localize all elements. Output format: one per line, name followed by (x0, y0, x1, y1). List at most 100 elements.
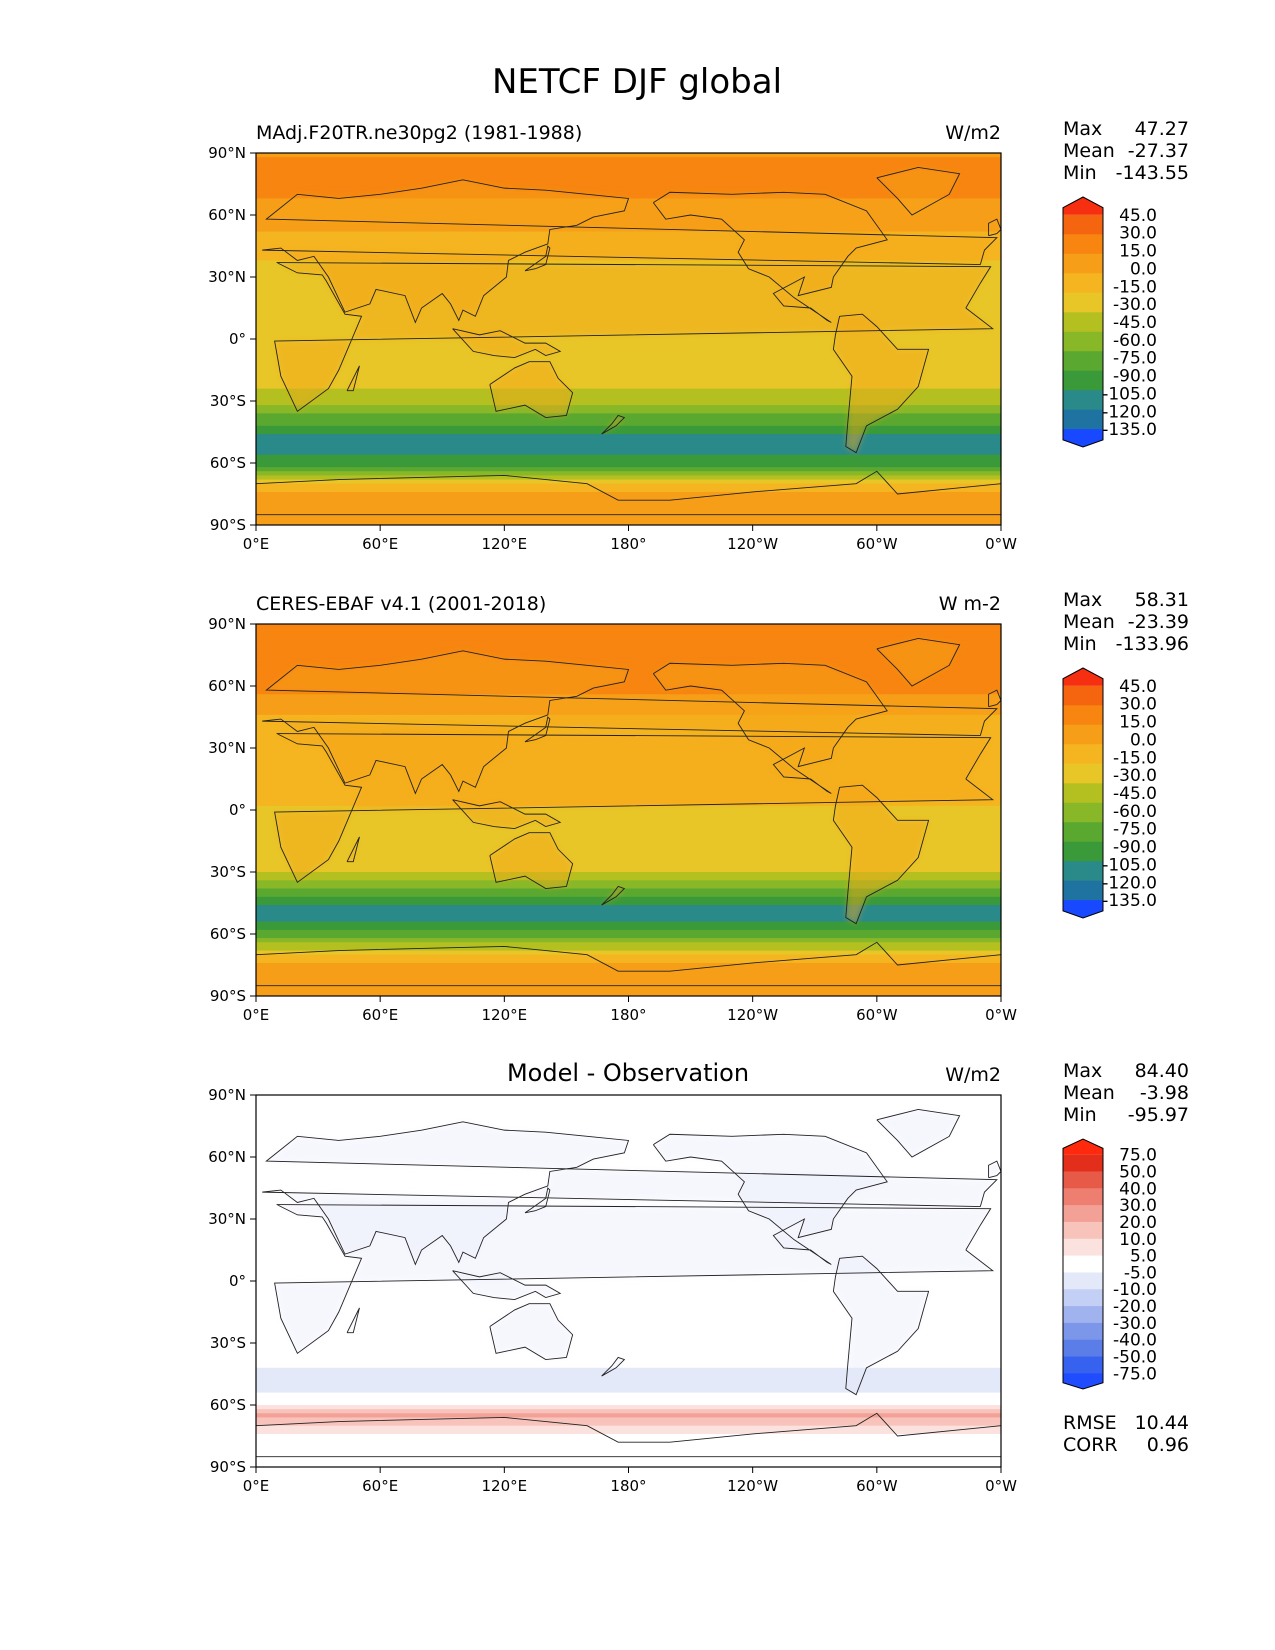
colorbar-tick-label: -60.0 (1113, 331, 1157, 351)
coastline-uk (988, 1160, 1001, 1179)
zonal-band (256, 454, 1001, 460)
land-field (601, 415, 625, 435)
zonal-band (256, 1392, 1001, 1398)
coastline-indonesia (452, 328, 562, 359)
zonal-band (256, 1132, 1001, 1137)
colorbar-segment (1063, 1255, 1103, 1273)
zonal-band (256, 1136, 1001, 1142)
land-field (653, 663, 888, 794)
zonal-band (256, 1367, 1001, 1373)
map-axes: 90°N 60°N 30°N 0° 30°S 60°S 90°S0°E 60°E 120°E 18… (208, 1086, 1017, 1495)
zonal-band (256, 153, 1001, 158)
colorbar-outline (1062, 1138, 1104, 1390)
zonal-band (256, 1380, 1001, 1385)
lon-tick-label: 60°E (362, 1477, 398, 1495)
metric-value: 0.96 (1147, 1434, 1189, 1456)
colorbar-tick-label: 5.0 (1130, 1247, 1157, 1267)
land-field (601, 886, 625, 906)
land-field (452, 799, 561, 829)
coastline-australia (489, 361, 574, 418)
zonal-band (256, 417, 1001, 423)
colorbar-tick-label: 45.0 (1119, 677, 1157, 697)
zonal-band (256, 1429, 1001, 1435)
colorbar-tick-label: -60.0 (1113, 802, 1157, 822)
land-field (489, 832, 573, 889)
colorbar-tick-label: -75.0 (1113, 349, 1157, 369)
lat-tick-label: 60°N (208, 206, 246, 224)
colorbar-tick-label: -75.0 (1113, 1364, 1157, 1384)
zonal-band (256, 925, 1001, 931)
zonal-band (256, 669, 1001, 675)
zonal-band (256, 186, 1001, 191)
zonal-band (256, 1417, 1001, 1423)
colorbar-tick-label: 50.0 (1119, 1162, 1157, 1182)
stat-label: Mean (1063, 611, 1115, 633)
colorbar-tick-label: -10.0 (1113, 1280, 1157, 1300)
zonal-band (256, 690, 1001, 695)
zonal-band (256, 1128, 1001, 1133)
colorbar-tick-label: -15.0 (1113, 277, 1157, 297)
zonal-band (256, 677, 1001, 683)
colorbar-segment (1063, 253, 1103, 274)
colorbar-tick-label: -40.0 (1113, 1331, 1157, 1351)
zonal-band (256, 1334, 1001, 1340)
zonal-band (256, 516, 1001, 522)
zonal-band (256, 1446, 1001, 1452)
zonal-band (256, 967, 1001, 972)
zonal-band (256, 818, 1001, 823)
lon-tick-label: 120°E (482, 1006, 528, 1024)
colorbar-tick-label: -90.0 (1113, 838, 1157, 858)
colorbar-segment (1063, 802, 1103, 823)
zonal-band (256, 161, 1001, 166)
colorbar-segment (1063, 724, 1103, 745)
colorbar-segment (1063, 744, 1103, 765)
coastline-samerica (832, 784, 930, 925)
zonal-band (256, 884, 1001, 890)
zonal-band (256, 504, 1001, 510)
lat-tick-label: 60°N (208, 677, 246, 695)
colorbar-outline (1062, 667, 1104, 919)
zonal-band (256, 905, 1001, 910)
zonal-band (256, 727, 1001, 733)
zonal-band (256, 384, 1001, 390)
zonal-band (256, 1458, 1001, 1464)
zonal-band (256, 487, 1001, 493)
colorbar-tick-label: 0.0 (1130, 730, 1157, 750)
zonal-band (256, 483, 1001, 489)
lat-tick-label: 90°S (210, 1458, 246, 1476)
colorbar-tick-label: 15.0 (1119, 242, 1157, 262)
colorbar-tick-label: -120.0 (1102, 873, 1157, 893)
lat-tick-label: 0° (229, 1272, 246, 1290)
zonal-band (256, 958, 1001, 964)
coastline-eurasia (262, 650, 998, 795)
lon-tick-label: 0°E (243, 535, 270, 553)
colorbar-segment (1063, 705, 1103, 726)
panel-model: MAdj.F20TR.ne30pg2 (1981-1988) W/m2 90°N… (208, 122, 1017, 553)
zonal-band (256, 355, 1001, 361)
stat-label: Mean (1063, 140, 1115, 162)
colorbar-segment (1063, 1221, 1103, 1240)
coastline-madagascar (346, 365, 360, 392)
zonal-band (256, 223, 1001, 228)
coastline-africa (274, 262, 995, 413)
zonal-band (256, 401, 1001, 406)
zonal-band (256, 1355, 1001, 1361)
zonal-band (256, 194, 1001, 200)
colorbar-tick-label: -105.0 (1102, 855, 1157, 875)
zonal-band (256, 1314, 1001, 1319)
zonal-band (256, 1421, 1001, 1427)
zonal-band (256, 834, 1001, 840)
coastline-nz (601, 885, 626, 906)
colorbar-segment (1063, 685, 1103, 706)
zonal-band (256, 942, 1001, 947)
coastline-africa (274, 733, 995, 884)
colorbar-outline (1062, 196, 1104, 448)
coastline-greenland (876, 638, 961, 687)
zonal-band (256, 1384, 1001, 1390)
lat-tick-label: 30°N (208, 739, 246, 757)
coastline-samerica (832, 313, 930, 454)
colorbar-tick-label: -50.0 (1113, 1348, 1157, 1368)
colorbar-min-arrow (1063, 429, 1103, 447)
stat-label: Min (1063, 633, 1097, 655)
panel-title-center: Model - Observation (507, 1059, 749, 1087)
